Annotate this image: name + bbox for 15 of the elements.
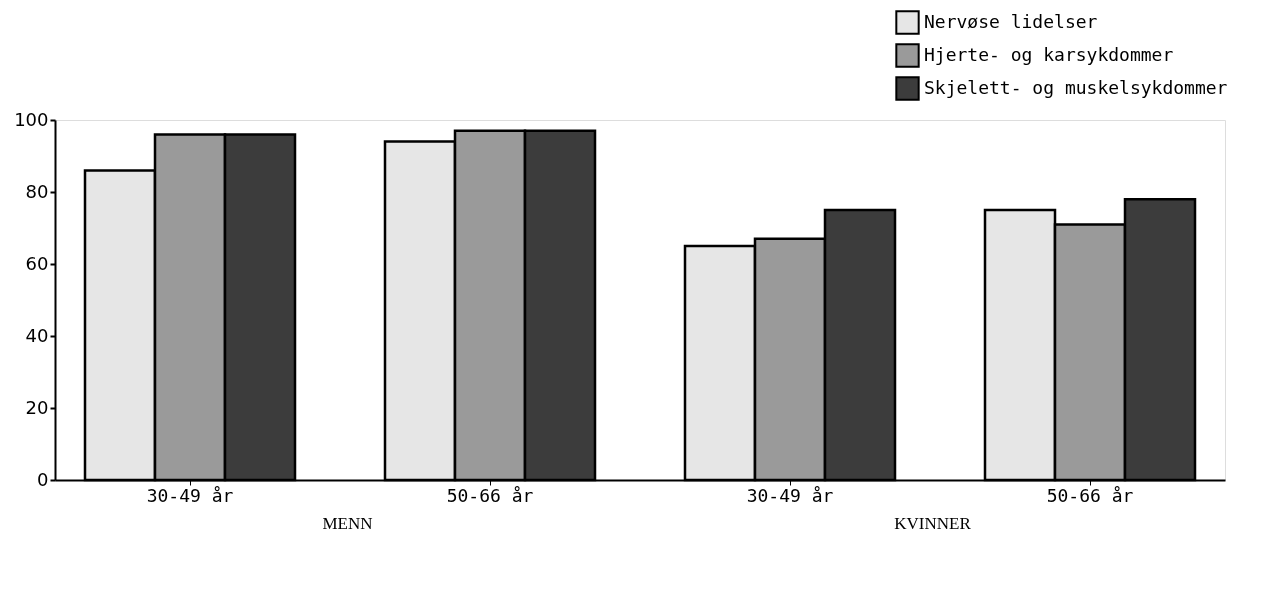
y-tick-label: 0 bbox=[37, 468, 49, 490]
legend-label: Skjelett- og muskelsykdommer bbox=[924, 76, 1228, 98]
x-tick-label: 50-66 år bbox=[1046, 484, 1134, 506]
y-tick-label: 20 bbox=[25, 396, 49, 418]
text: KVINNER bbox=[894, 514, 972, 533]
y-tick-label: 80 bbox=[25, 180, 49, 202]
text: MENN bbox=[322, 514, 373, 533]
legend-label: Hjerte- og karsykdommer bbox=[924, 43, 1174, 65]
x-tick-label: 30-49 år bbox=[746, 484, 834, 506]
y-tick-label: 100 bbox=[14, 108, 49, 130]
x-tick-label: 50-66 år bbox=[446, 484, 534, 506]
x-tick-label: 30-49 år bbox=[146, 484, 234, 506]
legend-label: Nervøse lidelser bbox=[924, 10, 1098, 32]
y-tick-label: 60 bbox=[25, 252, 49, 274]
y-tick-label: 40 bbox=[25, 324, 49, 346]
